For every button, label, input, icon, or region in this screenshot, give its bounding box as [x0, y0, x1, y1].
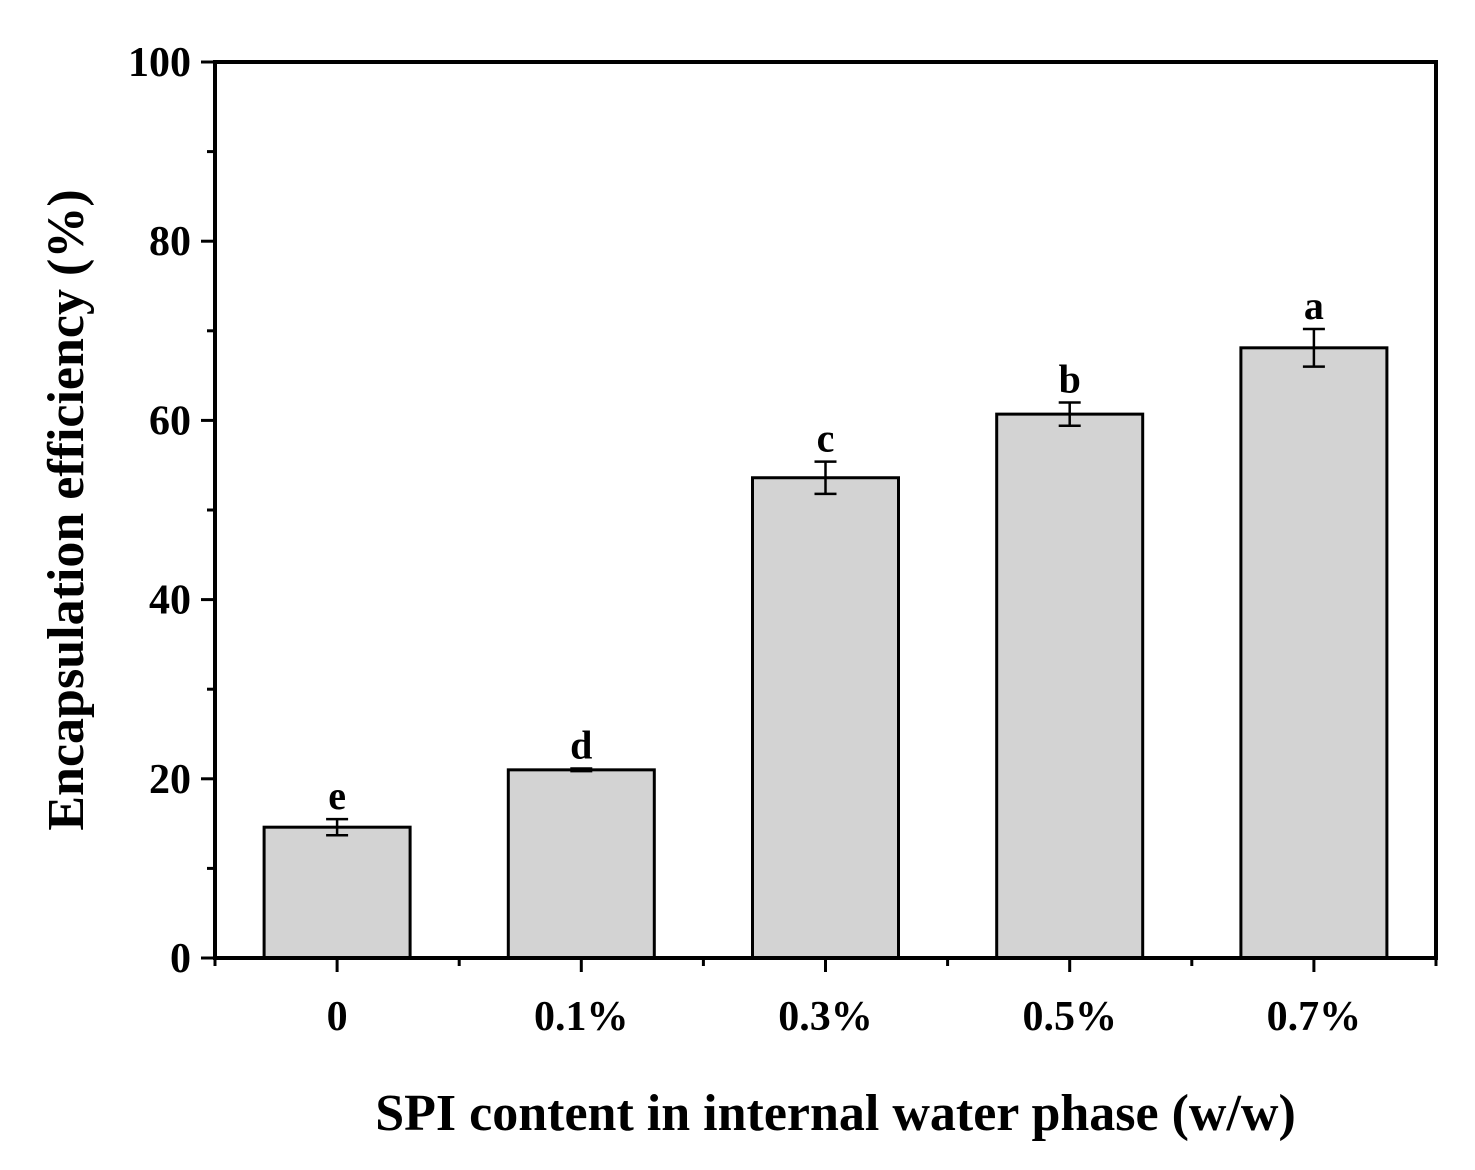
significance-label-1: d — [570, 722, 592, 767]
significance-label-2: c — [817, 416, 835, 461]
x-tick-label-3: 0.5% — [1022, 994, 1117, 1040]
bar-1 — [506, 768, 656, 960]
x-tick-label-2: 0.3% — [778, 994, 873, 1040]
y-tick-label-2: 40 — [149, 578, 191, 624]
significance-labels-layer: e d c b a — [328, 283, 1324, 818]
y-tick-label-3: 60 — [149, 398, 191, 444]
error-bars-layer — [326, 327, 1325, 837]
y-tick-label-1: 20 — [149, 757, 191, 803]
x-axis: 0 0.1% 0.3% 0.5% 0.7% — [213, 958, 1438, 1040]
x-tick-label-4: 0.7% — [1267, 994, 1362, 1040]
bar-4 — [1239, 346, 1389, 960]
y-axis-title: Encapsulation efficiency (%) — [38, 189, 95, 830]
bar-0 — [262, 825, 412, 960]
y-tick-label-5: 100 — [128, 40, 191, 86]
significance-label-4: a — [1304, 283, 1324, 328]
y-axis: 0 20 40 60 80 100 — [128, 40, 215, 982]
y-tick-label-0: 0 — [170, 936, 191, 982]
x-axis-title: SPI content in internal water phase (w/w… — [375, 1085, 1296, 1142]
significance-label-3: b — [1059, 356, 1081, 401]
x-tick-label-1: 0.1% — [534, 994, 629, 1040]
y-tick-label-4: 80 — [149, 219, 191, 265]
x-tick-label-0: 0 — [327, 994, 348, 1040]
bar-3 — [995, 412, 1145, 960]
bar-2 — [751, 476, 900, 960]
significance-label-0: e — [328, 773, 346, 818]
